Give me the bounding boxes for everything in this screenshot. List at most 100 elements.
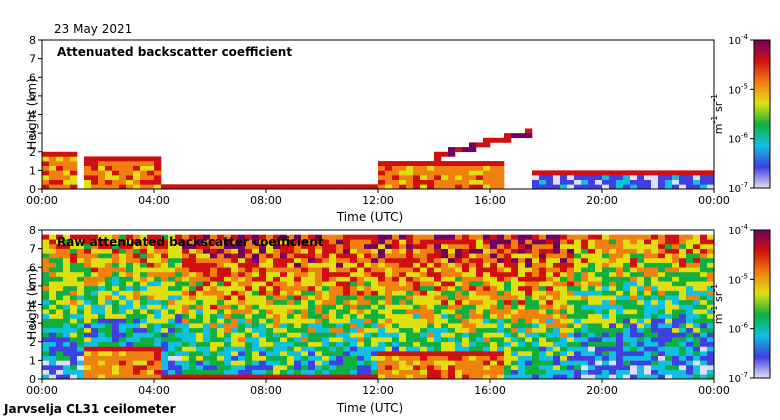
heatmap-cell: [70, 271, 78, 277]
heatmap-cell: [679, 295, 687, 301]
heatmap-cell: [329, 341, 337, 347]
heatmap-cell: [322, 365, 330, 370]
heatmap-cell: [665, 360, 673, 366]
heatmap-cell: [658, 295, 666, 301]
heatmap-cell: [707, 309, 714, 315]
heatmap-cell: [630, 234, 638, 240]
heatmap-cell: [469, 271, 477, 277]
heatmap-cell: [574, 309, 582, 315]
heatmap-cell: [455, 243, 463, 249]
heatmap-cell: [399, 285, 407, 291]
heatmap-cell: [245, 299, 253, 305]
heatmap-cell: [336, 239, 344, 245]
heatmap-cell: [126, 374, 134, 379]
heatmap-cell: [63, 295, 71, 301]
heatmap-cell: [217, 337, 225, 343]
heatmap-cell: [189, 369, 197, 375]
heatmap-cell: [420, 341, 428, 347]
heatmap-cell: [532, 346, 540, 352]
heatmap-cell: [476, 179, 484, 185]
heatmap-cell: [567, 281, 575, 287]
heatmap-cell: [385, 309, 393, 315]
heatmap-cell: [399, 248, 407, 254]
heatmap-cell: [56, 323, 64, 329]
heatmap-cell: [91, 257, 99, 263]
heatmap-cell: [532, 374, 540, 379]
heatmap-cell: [385, 175, 393, 180]
heatmap-cell: [77, 351, 85, 357]
heatmap-cell: [672, 285, 680, 291]
heatmap-cell: [385, 290, 393, 296]
heatmap-cell: [77, 290, 85, 296]
heatmap-cell: [119, 327, 127, 333]
heatmap-cell: [196, 341, 204, 347]
heatmap-cell: [448, 239, 456, 245]
heatmap-cell: [91, 175, 99, 180]
heatmap-cell: [504, 285, 512, 291]
heatmap-cell: [448, 374, 456, 379]
heatmap-cell: [245, 309, 253, 315]
heatmap-cell: [203, 295, 211, 301]
heatmap-cell: [259, 332, 267, 338]
heatmap-cell: [693, 318, 701, 324]
heatmap-cell: [588, 243, 596, 249]
heatmap-cell: [574, 243, 582, 249]
heatmap-cell: [161, 243, 169, 249]
heatmap-cell: [287, 369, 295, 375]
heatmap-cell: [203, 327, 211, 333]
heatmap-cell: [56, 318, 64, 324]
heatmap-cell: [525, 262, 533, 268]
heatmap-cell: [469, 304, 477, 310]
heatmap-cell: [658, 285, 666, 291]
heatmap-cell: [413, 346, 421, 352]
heatmap-cell: [399, 290, 407, 296]
heatmap-cell: [126, 234, 134, 240]
heatmap-cell: [518, 341, 526, 347]
heatmap-cell: [42, 184, 50, 189]
heatmap-cell: [350, 327, 358, 333]
heatmap-cell: [175, 290, 183, 296]
heatmap-cell: [581, 360, 589, 366]
heatmap-cell: [273, 184, 281, 189]
heatmap-cell: [98, 276, 106, 282]
heatmap-cell: [644, 267, 652, 273]
heatmap-cell: [539, 374, 547, 379]
heatmap-cell: [553, 374, 561, 379]
heatmap-cell: [672, 318, 680, 324]
heatmap-cell: [455, 341, 463, 347]
heatmap-cell: [140, 309, 148, 315]
heatmap-cell: [441, 369, 449, 375]
heatmap-cell: [413, 355, 421, 361]
heatmap-cell: [546, 323, 554, 329]
heatmap-cell: [658, 276, 666, 282]
heatmap-cell: [336, 184, 344, 189]
heatmap-cell: [693, 267, 701, 273]
heatmap-cell: [518, 133, 526, 139]
heatmap-cell: [553, 351, 561, 357]
heatmap-cell: [84, 281, 92, 287]
heatmap-cell: [91, 285, 99, 291]
heatmap-cell: [308, 285, 316, 291]
heatmap-cell: [469, 299, 477, 305]
heatmap-cell: [427, 170, 435, 176]
heatmap-cell: [273, 290, 281, 296]
heatmap-cell: [378, 175, 386, 180]
heatmap-cell: [539, 332, 547, 338]
heatmap-cell: [707, 281, 714, 287]
heatmap-cell: [553, 295, 561, 301]
heatmap-cell: [490, 175, 498, 180]
heatmap-cell: [63, 374, 71, 379]
heatmap-cell: [574, 248, 582, 254]
heatmap-cell: [217, 285, 225, 291]
heatmap-cell: [553, 271, 561, 277]
heatmap-cell: [623, 234, 631, 240]
heatmap-cell: [665, 276, 673, 282]
heatmap-cell: [224, 234, 232, 240]
heatmap-cell: [483, 369, 491, 375]
heatmap-cell: [700, 276, 708, 282]
heatmap-cell: [553, 243, 561, 249]
heatmap-cell: [140, 351, 148, 357]
heatmap-cell: [399, 295, 407, 301]
heatmap-cell: [686, 257, 694, 263]
heatmap-cell: [217, 248, 225, 254]
